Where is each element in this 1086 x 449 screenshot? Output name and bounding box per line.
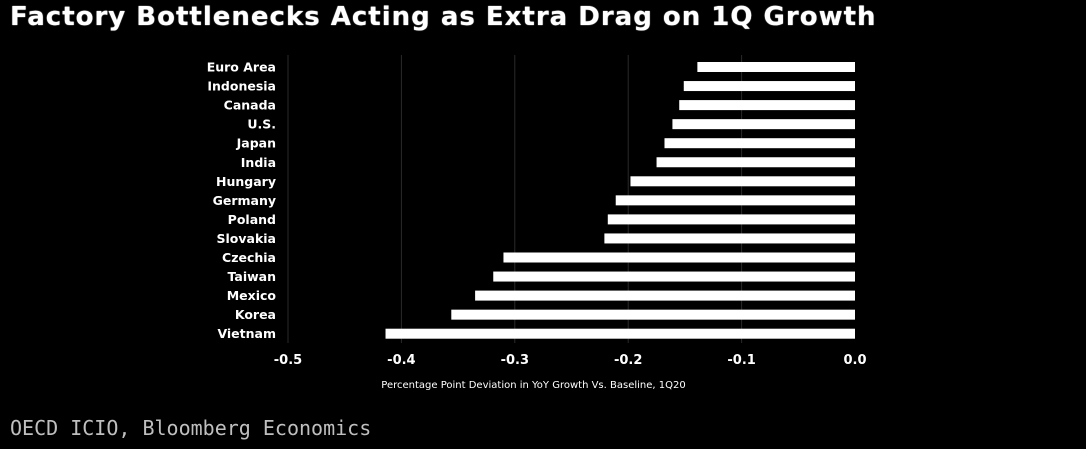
x-tick-label: -0.4 — [387, 353, 415, 368]
category-label: Taiwan — [227, 269, 276, 284]
category-label: U.S. — [247, 117, 276, 132]
source-note: OECD ICIO, Bloomberg Economics — [10, 416, 372, 440]
category-label: India — [241, 155, 276, 170]
category-label: Poland — [228, 212, 276, 227]
x-tick-label: 0.0 — [843, 353, 866, 368]
category-label: Mexico — [227, 288, 277, 303]
category-label: Canada — [224, 98, 276, 113]
bar — [679, 100, 855, 111]
x-tick-labels: -0.5 -0.4 -0.3 -0.2 -0.1 0.0 — [274, 353, 867, 368]
category-label: Euro Area — [207, 60, 276, 75]
chart-title: Factory Bottlenecks Acting as Extra Drag… — [10, 2, 877, 32]
bar — [630, 176, 855, 187]
category-label: Indonesia — [207, 79, 276, 94]
bar — [385, 328, 855, 339]
bar — [615, 195, 855, 206]
bar — [672, 119, 855, 130]
bar — [475, 290, 855, 301]
category-label: Germany — [213, 193, 276, 208]
category-label: Japan — [236, 136, 276, 151]
category-label: Vietnam — [217, 326, 276, 341]
bar — [493, 271, 855, 282]
x-tick-label: -0.3 — [501, 353, 529, 368]
x-axis-label: Percentage Point Deviation in YoY Growth… — [381, 380, 685, 391]
bar — [503, 252, 855, 263]
category-labels: Euro Area Indonesia Canada U.S. Japan India Hu… — [207, 60, 277, 342]
category-label: Czechia — [222, 250, 276, 265]
bar — [683, 81, 855, 92]
category-label: Slovakia — [217, 231, 277, 246]
x-tick-label: -0.1 — [727, 353, 755, 368]
bar — [604, 233, 855, 244]
x-tick-label: -0.5 — [274, 353, 302, 368]
bar — [451, 309, 855, 320]
bars — [385, 62, 855, 339]
x-tick-label: -0.2 — [614, 353, 642, 368]
bar — [697, 62, 855, 72]
category-label: Hungary — [216, 174, 276, 189]
bar — [656, 157, 855, 168]
bar — [664, 138, 855, 149]
bar — [607, 214, 855, 225]
category-label: Korea — [235, 307, 276, 322]
